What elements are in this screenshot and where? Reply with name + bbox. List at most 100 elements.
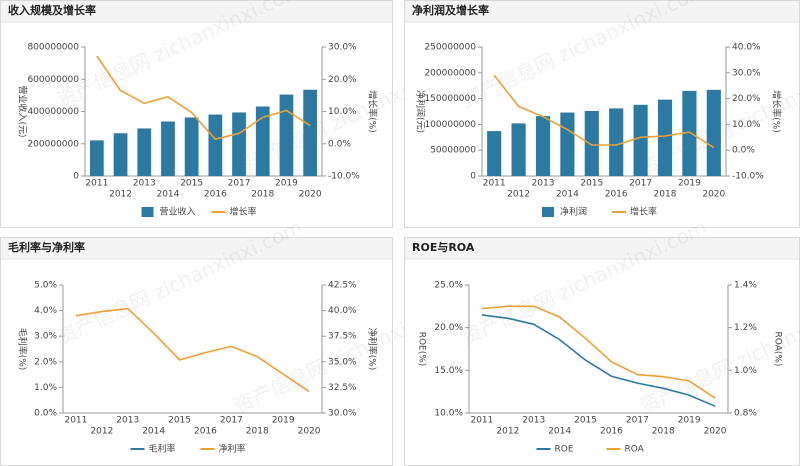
x-tick-label: 2020 xyxy=(299,190,322,200)
y2-tick-label: 42.5% xyxy=(328,281,357,291)
x-tick-label: 2014 xyxy=(156,190,179,200)
y2-tick-label: 0.0% xyxy=(328,139,351,149)
bar xyxy=(511,123,526,176)
y-tick-label: 5.0% xyxy=(34,281,57,291)
bar xyxy=(584,110,599,176)
bar xyxy=(706,89,721,176)
panel-header xyxy=(1,238,392,259)
x-tick-label: 2020 xyxy=(704,427,727,437)
y2-tick-label: 1.4% xyxy=(734,281,757,291)
bar xyxy=(609,108,624,176)
x-tick-label: 2016 xyxy=(600,427,623,437)
y2-tick-label: 40.0% xyxy=(732,43,761,53)
y-axis-label: 营业收入(元) xyxy=(17,85,29,137)
line xyxy=(96,55,311,141)
x-tick-label: 2020 xyxy=(702,190,725,200)
y2-tick-label: -10.0% xyxy=(328,172,360,182)
y2-tick-label: 35.0% xyxy=(328,357,357,367)
bar xyxy=(184,117,199,176)
panel-title: 毛利率与净利率 xyxy=(8,240,85,254)
x-tick-label: 2017 xyxy=(629,179,652,189)
x-tick-label: 2011 xyxy=(483,179,506,189)
y2-axis-label: 净利率(%) xyxy=(367,328,379,371)
x-tick-label: 2012 xyxy=(90,427,113,437)
y-tick-label: 800000000 xyxy=(27,43,79,53)
line xyxy=(481,305,716,399)
x-tick-label: 2011 xyxy=(64,416,87,426)
x-tick-label: 2015 xyxy=(180,179,203,189)
panel xyxy=(0,0,393,228)
legend-swatch xyxy=(141,207,154,217)
bar xyxy=(303,89,318,176)
x-tick-label: 2013 xyxy=(116,416,139,426)
legend-label: ROA xyxy=(625,445,645,455)
y2-tick-label: 1.0% xyxy=(734,366,757,376)
y2-tick-label: 1.2% xyxy=(734,323,757,333)
bar xyxy=(232,112,246,176)
x-tick-label: 2018 xyxy=(251,190,274,200)
y-axis-label: 毛利率(%) xyxy=(17,328,29,371)
panel-header xyxy=(405,238,799,259)
legend-label: 毛利率 xyxy=(149,443,176,455)
y-axis-label: ROE(%) xyxy=(417,332,427,367)
y2-tick-label: 0.8% xyxy=(734,409,757,419)
y-tick-label: 2.0% xyxy=(34,357,57,367)
x-tick-label: 2013 xyxy=(532,179,555,189)
x-tick-label: 2018 xyxy=(652,427,675,437)
legend-label: 营业收入 xyxy=(160,206,196,218)
panel xyxy=(404,237,800,466)
legend-label: 净利率 xyxy=(219,443,246,455)
legend-label: 增长率 xyxy=(630,206,657,218)
y-tick-label: 0 xyxy=(73,172,79,182)
y-tick-label: 15.0% xyxy=(434,366,463,376)
x-tick-label: 2011 xyxy=(470,416,493,426)
x-tick-label: 2013 xyxy=(522,416,545,426)
bar xyxy=(161,121,175,176)
x-tick-label: 2019 xyxy=(678,179,701,189)
x-tick-label: 2015 xyxy=(168,416,191,426)
panel xyxy=(0,237,393,466)
y-tick-label: 3.0% xyxy=(34,332,57,342)
x-tick-label: 2019 xyxy=(272,416,295,426)
bar xyxy=(682,90,697,176)
y-tick-label: 600000000 xyxy=(27,75,79,85)
line xyxy=(481,314,716,407)
y2-tick-label: 10.0% xyxy=(328,107,357,117)
y-tick-label: 50000000 xyxy=(430,146,476,156)
x-tick-label: 2012 xyxy=(507,190,530,200)
y-tick-label: 0 xyxy=(470,172,476,182)
y2-tick-label: 30.0% xyxy=(328,43,357,53)
y2-tick-label: 40.0% xyxy=(328,306,357,316)
y2-tick-label: 0.0% xyxy=(732,146,755,156)
panel xyxy=(404,0,800,228)
x-tick-label: 2012 xyxy=(496,427,519,437)
bar xyxy=(487,131,502,176)
legend-label: 增长率 xyxy=(230,206,257,218)
y-tick-label: 4.0% xyxy=(34,306,57,316)
line xyxy=(75,307,310,393)
bar xyxy=(535,116,551,176)
y2-axis-label: 增长率(%) xyxy=(771,90,783,133)
y-tick-label: 250000000 xyxy=(424,43,476,53)
bar xyxy=(279,94,294,176)
panel-title: 净利润及增长率 xyxy=(412,3,489,17)
x-tick-label: 2020 xyxy=(298,427,321,437)
panel-title: ROE与ROA xyxy=(412,241,475,254)
y-tick-label: 1.0% xyxy=(34,383,57,393)
y2-tick-label: -10.0% xyxy=(732,172,764,182)
line xyxy=(493,74,715,149)
y2-tick-label: 10.0% xyxy=(732,120,761,130)
x-tick-label: 2017 xyxy=(228,179,251,189)
x-tick-label: 2017 xyxy=(626,416,649,426)
legend-label: ROE xyxy=(555,445,574,455)
x-tick-label: 2018 xyxy=(246,427,269,437)
bar xyxy=(657,99,673,176)
y-tick-label: 200000000 xyxy=(424,68,476,78)
y-tick-label: 10.0% xyxy=(434,409,463,419)
bar xyxy=(560,112,575,176)
y2-tick-label: 20.0% xyxy=(732,94,761,104)
y2-tick-label: 30.0% xyxy=(328,409,357,419)
x-tick-label: 2016 xyxy=(204,190,227,200)
x-tick-label: 2017 xyxy=(220,416,243,426)
